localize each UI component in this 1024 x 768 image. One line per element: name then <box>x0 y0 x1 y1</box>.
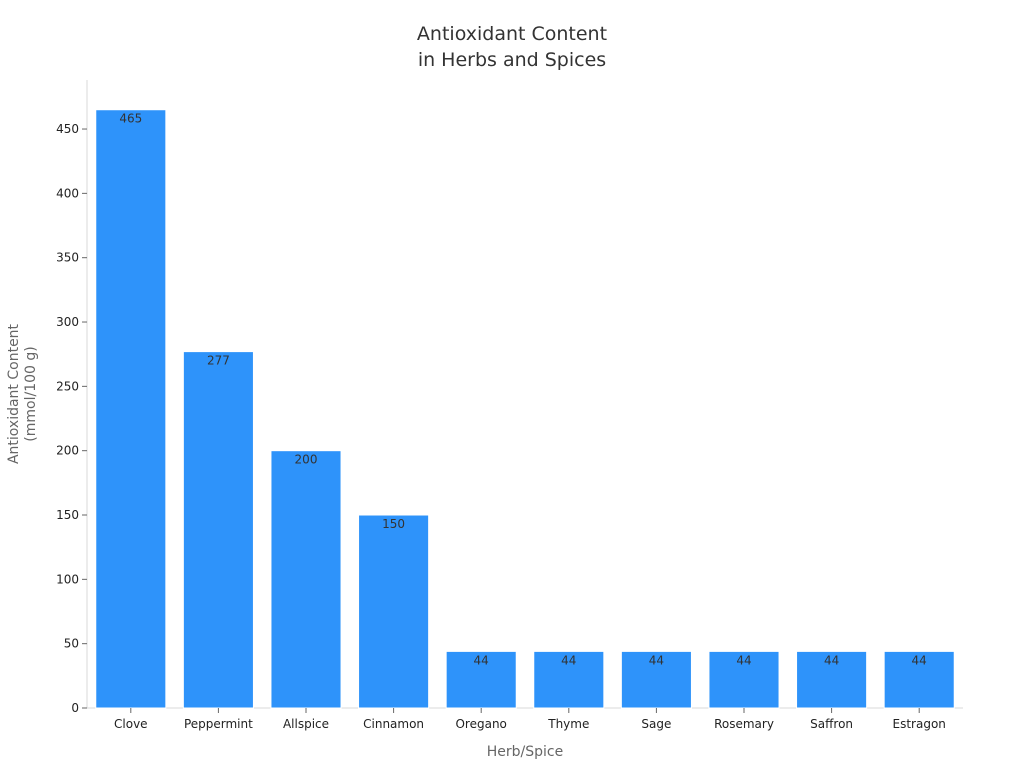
y-tick-label: 350 <box>56 251 79 265</box>
bar <box>95 109 167 709</box>
y-tick-label: 200 <box>56 444 79 458</box>
x-axis-ticks: Clove Peppermint Allspice Cinnamon Oregano Th… <box>114 708 946 731</box>
bar-data-label: 44 <box>474 653 489 667</box>
y-tick-label: 100 <box>56 572 79 586</box>
y-tick-label: 0 <box>71 701 79 715</box>
y-axis-title-line-1: Antioxidant Content <box>6 323 22 464</box>
x-tick-label: Estragon <box>893 717 946 731</box>
bar-data-label: 44 <box>824 653 839 667</box>
x-tick-label: Cinnamon <box>363 717 424 731</box>
bar-data-label: 44 <box>912 653 927 667</box>
x-tick-label: Oregano <box>455 717 506 731</box>
y-tick-label: 150 <box>56 508 79 522</box>
bar-data-label: 150 <box>382 517 405 531</box>
bar <box>445 650 517 709</box>
bar-data-label: 44 <box>649 653 664 667</box>
bar <box>620 650 692 709</box>
y-axis-title-line-2: (mmol/100 g) <box>23 346 39 441</box>
y-tick-label: 400 <box>56 186 79 200</box>
x-tick-label: Peppermint <box>184 717 253 731</box>
bar <box>533 650 605 709</box>
y-axis-title: Antioxidant Content (mmol/100 g) <box>6 323 39 464</box>
x-tick-label: Thyme <box>547 717 589 731</box>
x-tick-label: Sage <box>641 717 671 731</box>
bar-data-label: 465 <box>119 112 142 126</box>
data-labels-group: 465 277 200 150 44 44 44 44 44 44 <box>119 112 926 668</box>
x-tick-label: Saffron <box>810 717 853 731</box>
x-axis-title: Herb/Spice <box>487 744 563 760</box>
y-tick-label: 250 <box>56 379 79 393</box>
bar <box>270 450 342 709</box>
bar <box>182 351 254 709</box>
x-tick-label: Allspice <box>283 717 329 731</box>
bar-data-label: 44 <box>561 653 576 667</box>
y-axis-ticks: 0 50 100 150 200 250 300 350 400 450 <box>56 122 87 715</box>
chart-title-line-2: in Herbs and Spices <box>418 49 606 71</box>
bar <box>358 514 430 709</box>
x-tick-label: Clove <box>114 717 148 731</box>
x-tick-label: Rosemary <box>714 717 774 731</box>
bars-group <box>95 109 955 709</box>
y-tick-label: 300 <box>56 315 79 329</box>
y-tick-label: 50 <box>64 637 79 651</box>
bar-data-label: 200 <box>295 453 318 467</box>
bar-data-label: 44 <box>736 653 751 667</box>
y-tick-label: 450 <box>56 122 79 136</box>
chart-title-line-1: Antioxidant Content <box>417 23 607 45</box>
bar-data-label: 277 <box>207 354 230 368</box>
bar <box>708 650 780 709</box>
